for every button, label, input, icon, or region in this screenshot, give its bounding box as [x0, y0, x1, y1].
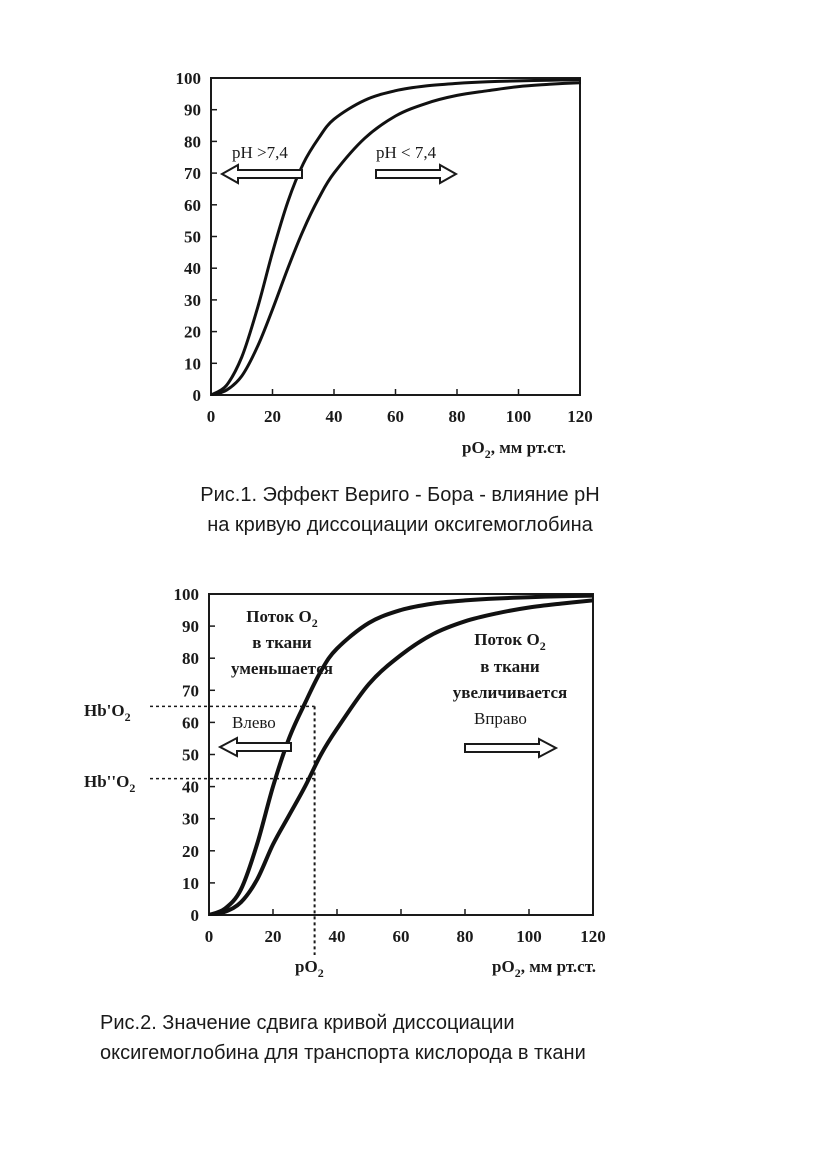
y-tick-label: 0: [191, 906, 200, 925]
x-tick-label: 0: [207, 407, 216, 426]
x-tick-label: 0: [205, 927, 214, 946]
series-2-line: [209, 598, 593, 916]
y-tick-label: 30: [184, 291, 201, 310]
series-2-line: [211, 81, 581, 396]
y-tick-label: 80: [184, 132, 201, 151]
y-tick-label: 20: [184, 323, 201, 342]
y-tick-label: 60: [182, 713, 199, 732]
po2-marker-label: pO2: [295, 957, 324, 980]
figure-2-caption: Рис.2. Значение сдвига кривой диссоциаци…: [100, 1008, 586, 1068]
x-tick-label: 80: [457, 927, 474, 946]
series-1-line: [209, 594, 593, 916]
chart-2: 0 10 20 30 40 50 60 70 80 90 100 0 20 40 60 80 100 120 По…: [84, 585, 606, 980]
chart-2-x-axis-label: pO2, мм рт.ст.: [492, 957, 596, 980]
x-tick-label: 20: [265, 927, 282, 946]
left-arrow-label: Влево: [232, 713, 276, 732]
y-tick-label: 10: [182, 874, 199, 893]
chart-2-curves: [209, 594, 593, 916]
right-box-line-3: увеличивается: [453, 683, 567, 702]
left-arrow-icon: [219, 163, 303, 185]
right-arrow-icon: [375, 163, 459, 185]
right-box-line-1: Поток O2: [474, 630, 545, 653]
chart-1-frame: [210, 77, 581, 396]
y-tick-label: 10: [184, 354, 201, 373]
y-tick-label: 20: [182, 842, 199, 861]
y-tick-label: 80: [182, 649, 199, 668]
right-arrow-label: Вправо: [474, 709, 527, 728]
chart-1-x-axis-label: pO2, мм рт.ст.: [462, 438, 566, 461]
y-tick-label: 70: [184, 164, 201, 183]
left-box-line-3: уменьшается: [231, 659, 333, 678]
chart-1-ticks: 0 10 20 30 40 50 60 70 80 90 100 0 20 40 60 80 100 120: [176, 69, 593, 426]
x-tick-label: 40: [329, 927, 346, 946]
x-tick-label: 20: [264, 407, 281, 426]
x-tick-label: 80: [449, 407, 466, 426]
y-tick-label: 60: [184, 196, 201, 215]
series-1-line: [211, 78, 581, 396]
y-tick-label: 0: [193, 386, 202, 405]
x-tick-label: 100: [516, 927, 542, 946]
chart-1-right-arrow-label: pH < 7,4: [376, 143, 437, 162]
chart-2-ticks: 0 10 20 30 40 50 60 70 80 90 100 0 20 40 60 80 100 120: [174, 585, 606, 946]
y-tick-label: 100: [174, 585, 200, 604]
hb1-label: Hb'O2: [84, 701, 131, 724]
chart-1-curves: [211, 78, 581, 396]
figure-2-caption-line-2: оксигемоглобина для транспорта кислорода…: [100, 1042, 586, 1064]
right-box-line-2: в ткани: [480, 657, 540, 676]
left-shift-arrow-icon: [217, 736, 292, 758]
y-tick-label: 90: [182, 617, 199, 636]
y-tick-label: 50: [182, 746, 199, 765]
y-tick-label: 70: [182, 681, 199, 700]
y-tick-label: 40: [182, 778, 199, 797]
hb2-label: Hb''O2: [84, 772, 135, 795]
y-tick-label: 30: [182, 810, 199, 829]
chart-1-left-arrow-label: pH >7,4: [232, 143, 288, 162]
x-tick-label: 100: [506, 407, 532, 426]
x-tick-label: 60: [387, 407, 404, 426]
y-tick-label: 40: [184, 259, 201, 278]
y-tick-label: 100: [176, 69, 202, 88]
x-tick-label: 40: [326, 407, 343, 426]
y-tick-label: 90: [184, 101, 201, 120]
figure-1-caption-line-2: на кривую диссоциации оксигемоглобина: [207, 514, 593, 536]
y-tick-label: 50: [184, 228, 201, 247]
left-box-line-1: Поток O2: [246, 607, 317, 630]
x-tick-label: 120: [580, 927, 606, 946]
figure-1-caption: Рис.1. Эффект Вериго - Бора - влияние pH…: [140, 480, 660, 540]
figure-2-caption-line-1: Рис.2. Значение сдвига кривой диссоциаци…: [100, 1012, 515, 1034]
right-shift-arrow-icon: [464, 737, 559, 759]
x-tick-label: 60: [393, 927, 410, 946]
left-box-line-2: в ткани: [252, 633, 312, 652]
chart-1: 0 10 20 30 40 50 60 70 80 90 100 0 20 40 60 80 100 120 pH…: [176, 69, 593, 461]
x-tick-label: 120: [567, 407, 593, 426]
figure-1-caption-line-1: Рис.1. Эффект Вериго - Бора - влияние pH: [200, 484, 600, 506]
